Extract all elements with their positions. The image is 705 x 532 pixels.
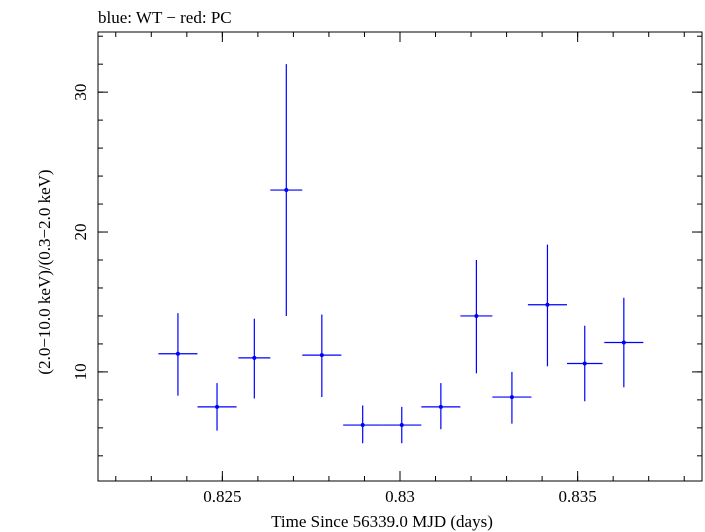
data-point <box>566 325 603 402</box>
data-point <box>604 297 644 388</box>
data-marker <box>621 340 626 345</box>
data-point <box>158 313 198 396</box>
data-point <box>270 64 303 316</box>
data-marker <box>545 302 550 307</box>
x-axis-label: Time Since 56339.0 MJD (days) <box>271 512 493 531</box>
data-point <box>527 244 567 367</box>
data-marker <box>175 351 180 356</box>
x-tick-label: 0.83 <box>385 487 415 506</box>
y-tick-label: 20 <box>71 224 90 241</box>
data-marker <box>252 355 257 360</box>
y-tick-label: 10 <box>71 363 90 380</box>
data-point <box>197 383 237 431</box>
data-marker <box>360 423 365 428</box>
data-point <box>492 371 532 424</box>
y-tick-label: 30 <box>71 84 90 101</box>
data-marker <box>438 404 443 409</box>
data-point <box>238 318 271 399</box>
data-points <box>158 64 644 444</box>
data-point <box>421 383 461 430</box>
data-marker <box>399 423 404 428</box>
data-marker <box>509 395 514 400</box>
data-point <box>460 259 493 374</box>
data-marker <box>319 353 324 358</box>
x-tick-label: 0.835 <box>559 487 597 506</box>
plot-border <box>97 31 703 482</box>
plot-frame <box>97 31 703 482</box>
x-tick-label: 0.825 <box>203 487 241 506</box>
data-point <box>382 406 422 444</box>
data-marker <box>474 313 479 318</box>
chart-title: blue: WT − red: PC <box>98 8 232 27</box>
data-point <box>343 405 383 444</box>
data-point <box>302 314 342 398</box>
data-marker <box>582 361 587 366</box>
y-axis-label: (2.0−10.0 keV)/(0.3−2.0 keV) <box>35 169 54 374</box>
data-marker <box>284 188 289 193</box>
axis-ticks: 0.825 0.83 0.835 10 20 30 <box>71 32 702 506</box>
data-marker <box>215 404 220 409</box>
